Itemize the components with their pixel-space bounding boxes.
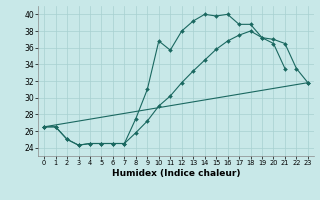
X-axis label: Humidex (Indice chaleur): Humidex (Indice chaleur) [112,169,240,178]
